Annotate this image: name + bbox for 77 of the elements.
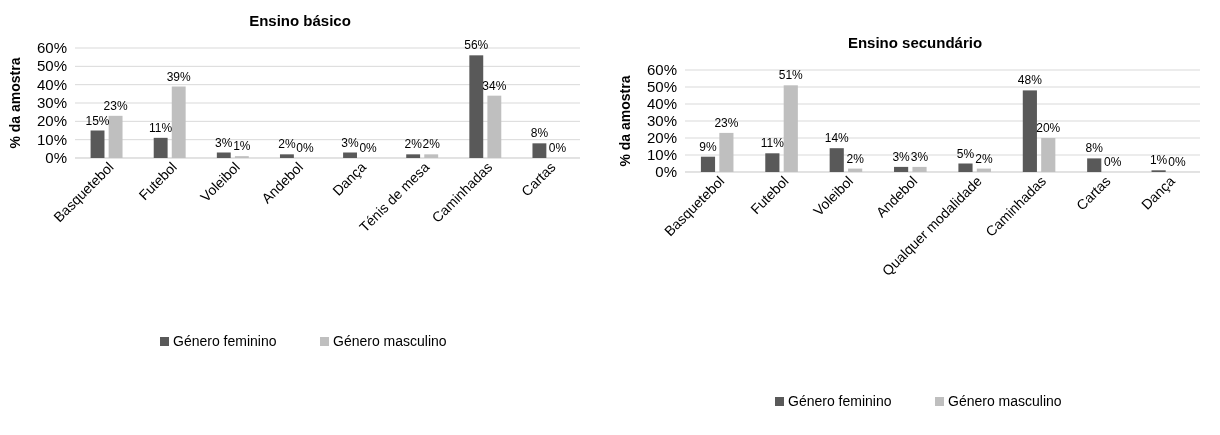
bar bbox=[108, 115, 123, 158]
bar bbox=[90, 130, 105, 158]
y-tick-label: 10% bbox=[646, 146, 677, 163]
data-label: 8% bbox=[1085, 141, 1104, 156]
y-tick-label: 30% bbox=[36, 94, 67, 111]
data-label: 1% bbox=[1149, 153, 1168, 168]
y-tick-label: 50% bbox=[646, 78, 677, 95]
bar bbox=[532, 143, 547, 158]
chart-title: Ensino secundário bbox=[847, 34, 983, 51]
y-tick-label: 10% bbox=[36, 130, 67, 148]
data-label: 3% bbox=[910, 149, 929, 164]
bar bbox=[719, 132, 734, 172]
data-label: 1% bbox=[233, 139, 251, 154]
data-label: 2% bbox=[846, 151, 865, 166]
bar bbox=[1022, 90, 1037, 172]
data-label: 3% bbox=[892, 149, 911, 164]
y-tick-label: 40% bbox=[646, 95, 677, 112]
bar bbox=[912, 166, 927, 172]
data-label: 51% bbox=[778, 68, 804, 83]
y-tick-label: 30% bbox=[646, 112, 677, 129]
y-tick-label: 0% bbox=[45, 149, 67, 166]
bar bbox=[783, 85, 798, 172]
y-tick-label: 60% bbox=[646, 61, 677, 78]
bar bbox=[279, 154, 294, 158]
data-label: 0% bbox=[1103, 155, 1122, 169]
bar bbox=[700, 156, 716, 172]
data-label: 11% bbox=[760, 136, 785, 151]
bar bbox=[765, 153, 780, 172]
data-label: 14% bbox=[824, 131, 850, 146]
bar bbox=[894, 166, 909, 172]
data-label: 34% bbox=[482, 78, 507, 93]
data-label: 5% bbox=[956, 146, 975, 161]
legend-label: Género feminino bbox=[173, 333, 277, 349]
y-tick-label: 20% bbox=[646, 129, 677, 146]
chart-title: Ensino básico bbox=[249, 12, 351, 29]
bar bbox=[171, 86, 186, 158]
bar bbox=[153, 137, 168, 158]
data-label: 0% bbox=[359, 141, 378, 155]
y-axis-title: % da amostra bbox=[7, 57, 23, 149]
bar bbox=[487, 95, 502, 158]
bar bbox=[1041, 138, 1056, 172]
y-tick-label: 40% bbox=[36, 75, 67, 93]
bar bbox=[829, 148, 844, 172]
data-label: 15% bbox=[85, 113, 110, 128]
bar bbox=[469, 55, 484, 158]
data-label: 3% bbox=[341, 135, 360, 150]
data-label: 56% bbox=[464, 38, 489, 53]
bar bbox=[958, 163, 973, 172]
data-label: 2% bbox=[422, 137, 441, 152]
data-label: 3% bbox=[215, 135, 233, 150]
data-label: 9% bbox=[699, 139, 717, 154]
data-label: 2% bbox=[975, 151, 993, 166]
data-label: 23% bbox=[103, 98, 128, 113]
y-tick-label: 60% bbox=[36, 39, 67, 56]
bar bbox=[1087, 158, 1102, 172]
y-tick-label: 50% bbox=[36, 57, 67, 75]
bar bbox=[343, 152, 357, 158]
data-label: 8% bbox=[530, 126, 549, 141]
data-label: 0% bbox=[1168, 155, 1187, 169]
data-label: 2% bbox=[404, 137, 423, 152]
y-axis-title: % da amostra bbox=[617, 75, 633, 167]
data-label: 0% bbox=[296, 141, 314, 155]
data-label: 48% bbox=[1017, 73, 1043, 88]
data-label: 20% bbox=[1036, 121, 1061, 135]
y-tick-label: 20% bbox=[36, 112, 67, 130]
data-label: 23% bbox=[714, 115, 739, 130]
bar bbox=[406, 154, 421, 158]
bar bbox=[424, 154, 439, 158]
data-label: 2% bbox=[278, 137, 296, 152]
legend-label: Género feminino bbox=[788, 393, 892, 409]
bar bbox=[216, 152, 231, 158]
legend-label: Género masculino bbox=[333, 333, 447, 349]
data-label: 0% bbox=[548, 141, 567, 155]
data-label: 11% bbox=[149, 120, 173, 135]
legend-label: Género masculino bbox=[948, 393, 1062, 409]
data-label: 39% bbox=[166, 69, 192, 84]
y-tick-label: 0% bbox=[655, 163, 677, 180]
